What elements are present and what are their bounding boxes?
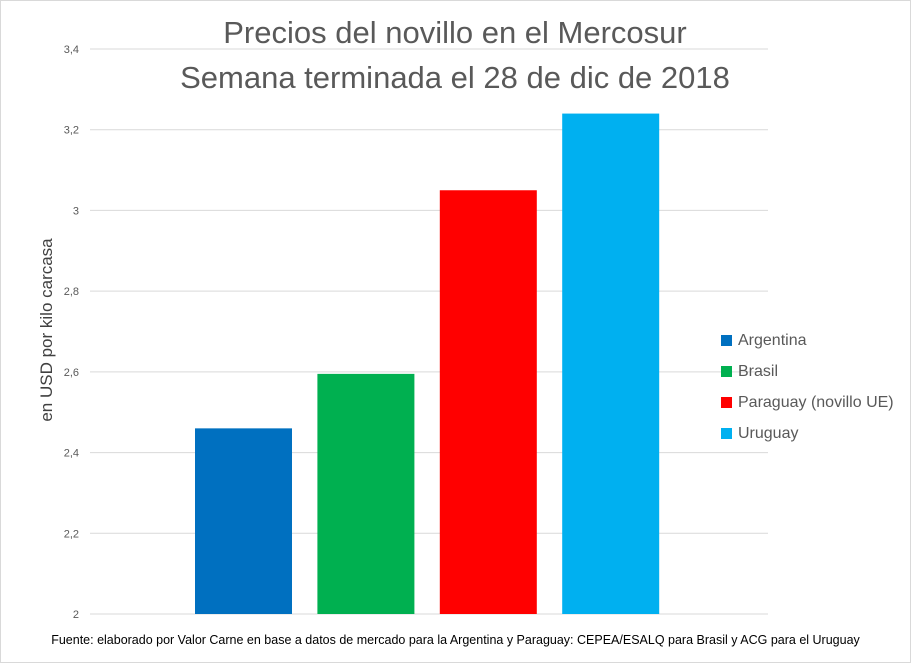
legend-swatch-brasil: [721, 366, 732, 377]
legend-swatch-uruguay: [721, 428, 732, 439]
legend: Argentina Brasil Paraguay (novillo UE) U…: [721, 325, 894, 449]
bar-paraguay: [439, 190, 537, 614]
chart-title-line-2: Semana terminada el 28 de dic de 2018: [180, 60, 730, 95]
legend-item-brasil: Brasil: [721, 356, 894, 387]
y-tick-label-5: 3: [73, 205, 79, 217]
y-tick-label-7: 3,4: [64, 44, 79, 56]
chart-title-line-1: Precios del novillo en el Mercosur: [223, 15, 687, 50]
legend-swatch-paraguay: [721, 397, 732, 408]
bar-uruguay: [562, 113, 660, 615]
bar-brasil: [317, 373, 415, 614]
bar-argentina: [195, 428, 292, 614]
source-footnote: Fuente: elaborado por Valor Carne en bas…: [51, 633, 860, 647]
y-tick-label-6: 3,2: [64, 125, 79, 137]
legend-item-paraguay: Paraguay (novillo UE): [721, 387, 894, 418]
legend-item-uruguay: Uruguay: [721, 418, 894, 449]
legend-label-argentina: Argentina: [738, 331, 807, 349]
y-tick-label-2: 2,4: [64, 448, 79, 460]
legend-label-paraguay: Paraguay (novillo UE): [738, 393, 894, 411]
y-axis-label: en USD por kilo carcasa: [37, 238, 56, 422]
y-tick-label-0: 2: [73, 609, 79, 621]
y-tick-label-1: 2,2: [64, 528, 79, 540]
legend-label-brasil: Brasil: [738, 362, 779, 380]
y-tick-label-3: 2,6: [64, 367, 79, 379]
legend-item-argentina: Argentina: [721, 325, 894, 356]
y-tick-label-4: 2,8: [64, 286, 79, 298]
legend-swatch-argentina: [721, 335, 732, 346]
legend-label-uruguay: Uruguay: [738, 424, 799, 442]
